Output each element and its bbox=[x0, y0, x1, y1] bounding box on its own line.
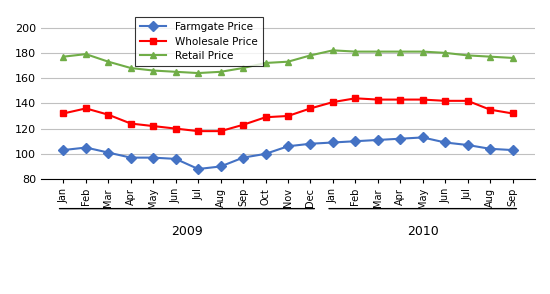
Wholesale Price bbox=[217, 129, 224, 133]
Wholesale Price bbox=[128, 122, 134, 125]
Retail Price bbox=[307, 54, 314, 57]
Retail Price bbox=[262, 61, 269, 65]
Farmgate Price bbox=[262, 152, 269, 156]
Retail Price bbox=[375, 50, 381, 54]
Legend: Farmgate Price, Wholesale Price, Retail Price: Farmgate Price, Wholesale Price, Retail … bbox=[135, 17, 263, 66]
Farmgate Price bbox=[172, 157, 179, 161]
Farmgate Price bbox=[240, 156, 246, 159]
Farmgate Price bbox=[375, 138, 381, 142]
Wholesale Price bbox=[442, 99, 448, 103]
Retail Price bbox=[217, 70, 224, 74]
Farmgate Price bbox=[352, 139, 359, 143]
Farmgate Price bbox=[487, 147, 493, 151]
Wholesale Price bbox=[172, 127, 179, 130]
Retail Price bbox=[397, 50, 404, 54]
Wholesale Price bbox=[150, 124, 157, 128]
Wholesale Price bbox=[420, 98, 426, 101]
Retail Price bbox=[329, 49, 336, 52]
Retail Price bbox=[285, 60, 292, 64]
Retail Price bbox=[442, 51, 448, 55]
Farmgate Price bbox=[105, 151, 112, 154]
Farmgate Price bbox=[217, 165, 224, 168]
Farmgate Price bbox=[150, 156, 157, 159]
Retail Price bbox=[240, 66, 246, 70]
Retail Price bbox=[150, 69, 157, 72]
Wholesale Price bbox=[352, 96, 359, 100]
Farmgate Price bbox=[307, 142, 314, 146]
Retail Price bbox=[420, 50, 426, 54]
Wholesale Price bbox=[285, 114, 292, 118]
Farmgate Price bbox=[420, 136, 426, 139]
Farmgate Price bbox=[128, 156, 134, 159]
Farmgate Price bbox=[397, 137, 404, 141]
Text: 2009: 2009 bbox=[171, 225, 203, 238]
Wholesale Price bbox=[329, 100, 336, 104]
Wholesale Price bbox=[397, 98, 404, 101]
Retail Price bbox=[487, 55, 493, 59]
Wholesale Price bbox=[82, 107, 89, 110]
Wholesale Price bbox=[375, 98, 381, 101]
Wholesale Price bbox=[105, 113, 112, 116]
Farmgate Price bbox=[285, 145, 292, 148]
Text: 2010: 2010 bbox=[407, 225, 438, 238]
Wholesale Price bbox=[509, 112, 516, 115]
Line: Wholesale Price: Wholesale Price bbox=[60, 95, 516, 135]
Farmgate Price bbox=[329, 141, 336, 144]
Wholesale Price bbox=[60, 112, 67, 115]
Wholesale Price bbox=[464, 99, 471, 103]
Retail Price bbox=[195, 71, 201, 75]
Farmgate Price bbox=[442, 141, 448, 144]
Retail Price bbox=[60, 55, 67, 59]
Line: Farmgate Price: Farmgate Price bbox=[60, 134, 516, 173]
Farmgate Price bbox=[60, 148, 67, 152]
Farmgate Price bbox=[509, 148, 516, 152]
Retail Price bbox=[509, 56, 516, 60]
Wholesale Price bbox=[307, 107, 314, 110]
Farmgate Price bbox=[464, 143, 471, 147]
Line: Retail Price: Retail Price bbox=[60, 47, 516, 76]
Farmgate Price bbox=[195, 167, 201, 171]
Farmgate Price bbox=[82, 146, 89, 149]
Wholesale Price bbox=[240, 123, 246, 127]
Retail Price bbox=[464, 54, 471, 57]
Wholesale Price bbox=[487, 108, 493, 111]
Wholesale Price bbox=[262, 116, 269, 119]
Retail Price bbox=[105, 60, 112, 64]
Retail Price bbox=[82, 52, 89, 56]
Retail Price bbox=[172, 70, 179, 74]
Retail Price bbox=[128, 66, 134, 70]
Retail Price bbox=[352, 50, 359, 54]
Wholesale Price bbox=[195, 129, 201, 133]
